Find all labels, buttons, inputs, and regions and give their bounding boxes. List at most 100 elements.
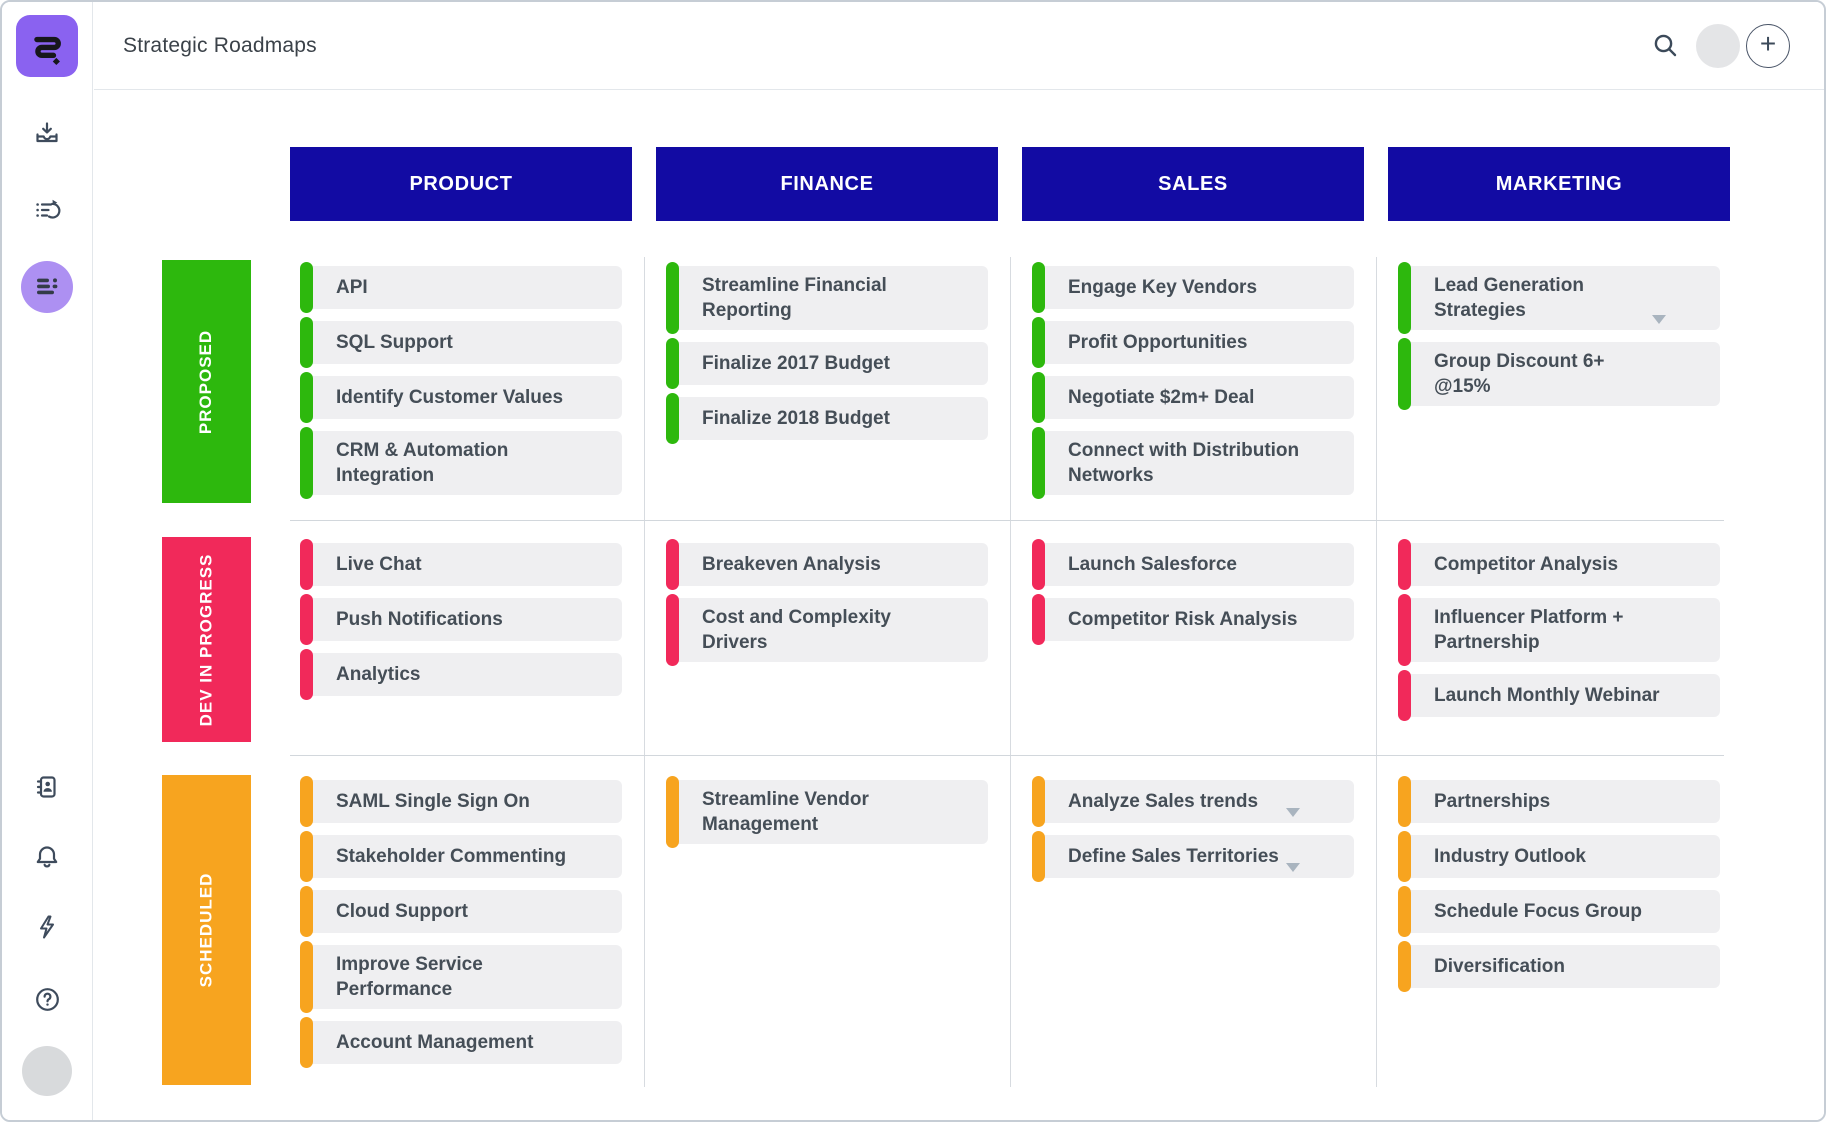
cell-dev-sales: Launch Salesforce Competitor Risk Analysi…: [1032, 539, 1354, 645]
backlog-list-icon[interactable]: [24, 188, 70, 234]
item-status-accent: [1032, 539, 1045, 590]
cell-dev-marketing: Competitor Analysis Influencer Platform +…: [1398, 539, 1720, 721]
roadmap-item-card[interactable]: Live Chat: [300, 539, 622, 590]
row-band-proposed: PROPOSED: [162, 260, 251, 503]
roadmap-item-card[interactable]: Competitor Risk Analysis: [1032, 594, 1354, 645]
item-status-accent: [300, 372, 313, 423]
roadmap-item-card[interactable]: Account Management: [300, 1017, 622, 1068]
page-title: Strategic Roadmaps: [123, 33, 317, 57]
item-status-accent: [1032, 776, 1045, 827]
item-status-accent: [300, 317, 313, 368]
roadmap-item-card[interactable]: Identify Customer Values: [300, 372, 622, 423]
item-label: Connect with Distribution Networks: [1068, 440, 1300, 486]
roadmap-item-card[interactable]: Partnerships: [1398, 776, 1720, 827]
item-status-accent: [1398, 262, 1411, 334]
roadmap-item-card[interactable]: Profit Opportunities: [1032, 317, 1354, 368]
activity-bolt-icon[interactable]: [24, 904, 70, 950]
item-status-accent: [1398, 539, 1411, 590]
roadmap-item-card[interactable]: Define Sales Territories: [1032, 831, 1354, 882]
roadmap-item-card[interactable]: Finalize 2018 Budget: [666, 393, 988, 444]
item-status-accent: [666, 539, 679, 590]
column-divider: [1010, 257, 1011, 1087]
item-label: Finalize 2018 Budget: [702, 408, 890, 429]
roadmunk-squiggle-icon: [34, 36, 61, 66]
roadmap-item-card[interactable]: Streamline Vendor Management: [666, 776, 988, 848]
roadmap-item-card[interactable]: Group Discount 6+ @15%: [1398, 338, 1720, 410]
roadmap-item-card[interactable]: Engage Key Vendors: [1032, 262, 1354, 313]
item-status-accent: [666, 393, 679, 444]
roadmap-item-card[interactable]: Schedule Focus Group: [1398, 886, 1720, 937]
item-status-accent: [666, 262, 679, 334]
item-label: Account Management: [336, 1032, 534, 1053]
sidebar-user-avatar[interactable]: [22, 1046, 72, 1096]
item-label: Industry Outlook: [1434, 846, 1586, 867]
roadmap-item-card[interactable]: Analyze Sales trends: [1032, 776, 1354, 827]
roadmap-item-card[interactable]: Streamline Financial Reporting: [666, 262, 988, 334]
chevron-down-icon[interactable]: [1652, 315, 1666, 324]
item-label: Streamline Financial Reporting: [702, 275, 887, 321]
roadmap-item-card[interactable]: Launch Salesforce: [1032, 539, 1354, 590]
item-status-accent: [666, 776, 679, 848]
item-status-accent: [1398, 886, 1411, 937]
import-tray-icon[interactable]: [24, 110, 70, 156]
item-status-accent: [1032, 831, 1045, 882]
item-label: Push Notifications: [336, 609, 503, 630]
roadmap-item-card[interactable]: Breakeven Analysis: [666, 539, 988, 590]
roadmap-item-card[interactable]: API: [300, 262, 622, 313]
item-label: Competitor Analysis: [1434, 554, 1619, 575]
row-band-scheduled: SCHEDULED: [162, 775, 251, 1085]
item-label: Cost and Complexity Drivers: [702, 607, 891, 653]
contacts-book-icon[interactable]: [24, 764, 70, 810]
item-label: Lead Generation Strategies: [1434, 275, 1584, 321]
item-status-accent: [300, 1017, 313, 1068]
item-label: Launch Monthly Webinar: [1434, 685, 1660, 706]
item-status-accent: [666, 594, 679, 666]
topbar-user-avatar[interactable]: [1696, 23, 1740, 68]
item-status-accent: [300, 886, 313, 937]
item-status-accent: [1398, 941, 1411, 992]
roadmap-item-card[interactable]: SQL Support: [300, 317, 622, 368]
roadmap-item-card[interactable]: Cloud Support: [300, 886, 622, 937]
item-status-accent: [1032, 372, 1045, 423]
notifications-bell-icon[interactable]: [24, 834, 70, 880]
item-label: SQL Support: [336, 332, 453, 353]
roadmap-item-card[interactable]: Launch Monthly Webinar: [1398, 670, 1720, 721]
roadmap-item-card[interactable]: Industry Outlook: [1398, 831, 1720, 882]
roadmap-board: PRODUCT FINANCE SALES MARKETING PROPOSED…: [93, 90, 1824, 1120]
chevron-down-icon[interactable]: [1286, 808, 1300, 817]
roadmap-item-card[interactable]: Connect with Distribution Networks: [1032, 427, 1354, 499]
row-label: SCHEDULED: [196, 872, 216, 988]
roadmap-item-card[interactable]: Cost and Complexity Drivers: [666, 594, 988, 666]
roadmap-item-card[interactable]: Finalize 2017 Budget: [666, 338, 988, 389]
chevron-down-icon[interactable]: [1286, 863, 1300, 872]
item-label: Group Discount 6+ @15%: [1434, 351, 1605, 397]
help-icon[interactable]: [24, 976, 70, 1022]
item-status-accent: [300, 649, 313, 700]
active-nav-highlight: [21, 261, 73, 313]
roadmap-item-card[interactable]: SAML Single Sign On: [300, 776, 622, 827]
item-label: Diversification: [1434, 956, 1565, 977]
roadmap-item-card[interactable]: CRM & Automation Integration: [300, 427, 622, 499]
item-label: Negotiate $2m+ Deal: [1068, 387, 1255, 408]
roadmap-item-card[interactable]: Diversification: [1398, 941, 1720, 992]
roadmap-item-card[interactable]: Negotiate $2m+ Deal: [1032, 372, 1354, 423]
cell-proposed-sales: Engage Key Vendors Profit Opportunities Ne…: [1032, 262, 1354, 499]
roadmap-item-card[interactable]: Improve Service Performance: [300, 941, 622, 1013]
cell-scheduled-finance: Streamline Vendor Management: [666, 776, 988, 848]
roadmap-item-card[interactable]: Competitor Analysis: [1398, 539, 1720, 590]
roadmap-item-card[interactable]: Influencer Platform + Partnership: [1398, 594, 1720, 666]
item-status-accent: [1398, 338, 1411, 410]
app-logo[interactable]: [16, 15, 78, 77]
search-icon[interactable]: [1648, 29, 1682, 63]
item-label: Finalize 2017 Budget: [702, 353, 890, 374]
item-label: Breakeven Analysis: [702, 554, 881, 575]
column-divider: [1376, 257, 1377, 1087]
roadmap-item-card[interactable]: Push Notifications: [300, 594, 622, 645]
roadmap-item-card[interactable]: Stakeholder Commenting: [300, 831, 622, 882]
roadmaps-view-icon-active[interactable]: [21, 261, 73, 313]
roadmap-item-card[interactable]: Lead Generation Strategies: [1398, 262, 1720, 334]
add-new-button[interactable]: +: [1746, 23, 1790, 68]
roadmap-item-card[interactable]: Analytics: [300, 649, 622, 700]
item-status-accent: [300, 427, 313, 499]
row-divider: [290, 755, 1724, 756]
